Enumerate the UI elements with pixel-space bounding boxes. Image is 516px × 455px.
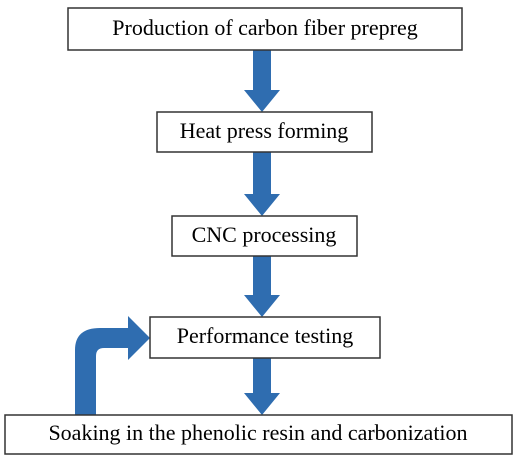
node-label: Heat press forming — [180, 118, 349, 143]
node-label: Production of carbon fiber prepreg — [112, 15, 417, 40]
feedback-arrow — [75, 316, 150, 415]
node-label: Performance testing — [177, 323, 354, 348]
box — [4, 414, 513, 455]
box — [171, 215, 358, 257]
arrow — [244, 50, 280, 112]
arrow — [244, 256, 280, 317]
box — [156, 111, 373, 153]
box — [67, 7, 463, 51]
node-label: Soaking in the phenolic resin and carbon… — [48, 420, 467, 445]
arrow — [244, 152, 280, 216]
node-label: CNC processing — [192, 222, 337, 247]
arrow — [244, 358, 280, 415]
box — [149, 316, 381, 359]
